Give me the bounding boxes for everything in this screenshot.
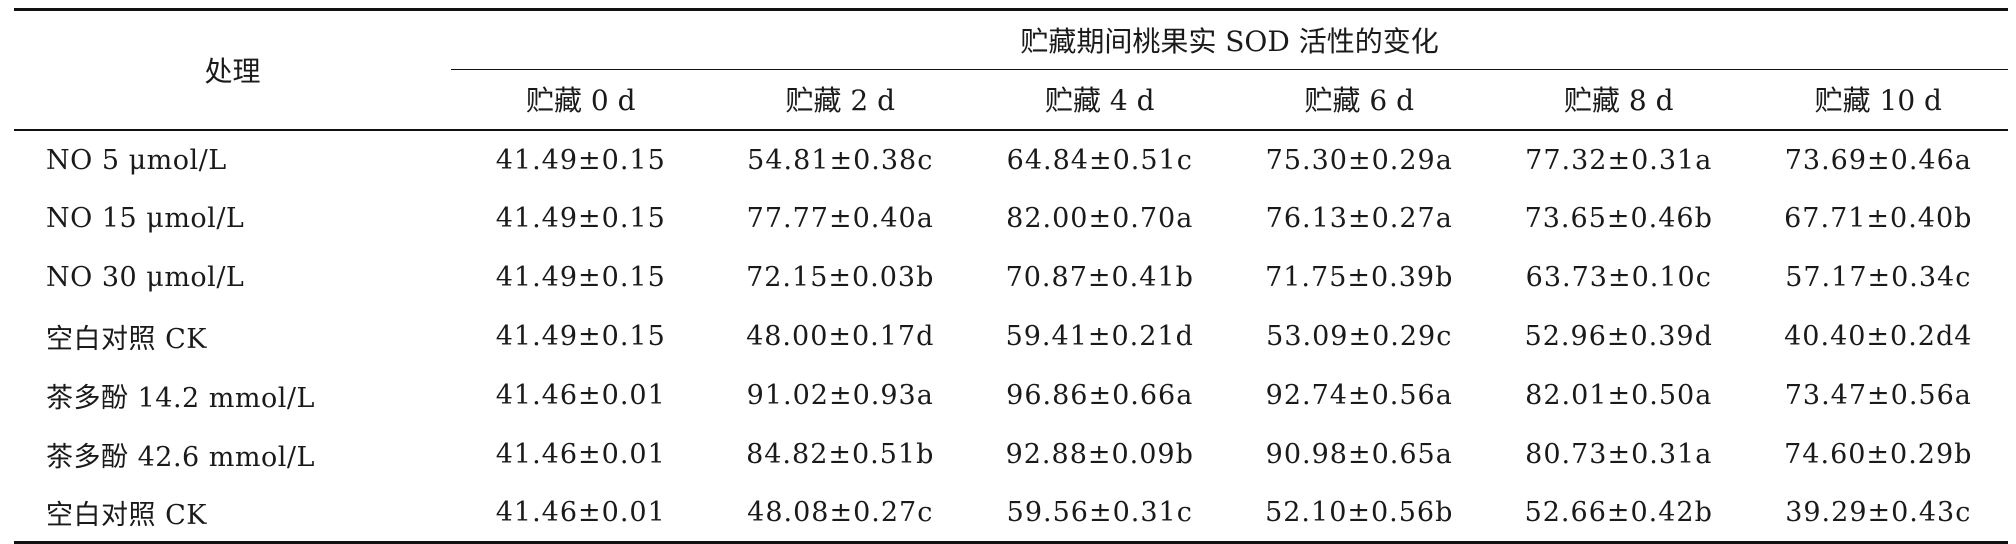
- group-header-sod-change: 贮藏期间桃果实 SOD 活性的变化: [451, 8, 2009, 70]
- sod-activity-table-container: 处理 贮藏期间桃果实 SOD 活性的变化 贮藏 0 d 贮藏 2 d 贮藏 4 …: [14, 8, 2009, 544]
- table-cell: 70.87±0.41b: [1005, 261, 1194, 293]
- table-cell: 63.73±0.10c: [1525, 261, 1712, 293]
- row-label: 茶多酚 14.2 mmol/L: [46, 382, 315, 414]
- table-cell: 41.49±0.15: [495, 261, 666, 293]
- row-label: 茶多酚 42.6 mmol/L: [46, 441, 315, 473]
- column-header-day-8: 贮藏 8 d: [1489, 69, 1749, 131]
- table-cell: 53.09±0.29c: [1266, 320, 1453, 352]
- table-cell: 41.46±0.01: [451, 483, 711, 544]
- table-cell: 92.74±0.56a: [1265, 379, 1453, 411]
- column-header-day-10: 贮藏 10 d: [1748, 69, 2009, 131]
- row-label: NO 15 μmol/L: [46, 202, 245, 234]
- table-cell: 82.00±0.70a: [1006, 202, 1194, 234]
- table-cell: 75.30±0.29a: [1265, 145, 1453, 176]
- column-header-day-6: 贮藏 6 d: [1229, 69, 1489, 131]
- column-header-day-2: 贮藏 2 d: [710, 69, 970, 131]
- table-cell: 64.84±0.51c: [1006, 145, 1193, 176]
- table-row: NO 5 μmol/L 41.49±0.15 54.81±0.38c 64.84…: [14, 130, 2008, 189]
- table-cell: 82.01±0.50a: [1525, 379, 1713, 411]
- table-cell: 52.66±0.42b: [1489, 483, 1749, 544]
- table-cell: 54.81±0.38c: [747, 145, 934, 176]
- row-label: NO 30 μmol/L: [46, 261, 245, 293]
- table-row: NO 30 μmol/L 41.49±0.15 72.15±0.03b 70.8…: [14, 248, 2008, 307]
- table-cell: 72.15±0.03b: [746, 261, 935, 293]
- table-row: 空白对照 CK 41.46±0.01 48.08±0.27c 59.56±0.3…: [14, 483, 2009, 544]
- table-cell: 80.73±0.31a: [1525, 438, 1713, 470]
- table-cell: 73.47±0.56a: [1784, 379, 1972, 411]
- table-cell: 90.98±0.65a: [1265, 438, 1453, 470]
- row-header-treatment: 处理: [14, 8, 451, 131]
- table-cell: 41.49±0.15: [495, 202, 666, 234]
- column-header-day-0: 贮藏 0 d: [451, 69, 711, 131]
- table-cell: 41.49±0.15: [495, 320, 666, 352]
- table-cell: 59.41±0.21d: [1005, 320, 1194, 352]
- table-cell: 67.71±0.40b: [1784, 202, 1973, 234]
- row-label: NO 5 μmol/L: [46, 145, 227, 176]
- table-cell: 48.00±0.17d: [746, 320, 935, 352]
- table-cell: 40.40±0.2d4: [1784, 320, 1973, 352]
- table-cell: 39.29±0.43c: [1748, 483, 2009, 544]
- table-cell: 77.77±0.40a: [746, 202, 934, 234]
- table-cell: 74.60±0.29b: [1784, 438, 1973, 470]
- table-row: 茶多酚 42.6 mmol/L 41.46±0.01 84.82±0.51b 9…: [14, 425, 2008, 484]
- table-cell: 77.32±0.31a: [1525, 145, 1713, 176]
- table-cell: 41.46±0.01: [495, 438, 666, 470]
- table-cell: 91.02±0.93a: [746, 379, 934, 411]
- table-cell: 57.17±0.34c: [1785, 261, 1972, 293]
- table-cell: 96.86±0.66a: [1006, 379, 1194, 411]
- table-cell: 41.49±0.15: [495, 145, 666, 176]
- column-header-day-4: 贮藏 4 d: [970, 69, 1230, 131]
- table-cell: 73.65±0.46b: [1524, 202, 1713, 234]
- table-row: 茶多酚 14.2 mmol/L 41.46±0.01 91.02±0.93a 9…: [14, 366, 2008, 425]
- table-cell: 52.10±0.56b: [1229, 483, 1489, 544]
- table-cell: 59.56±0.31c: [970, 483, 1230, 544]
- row-label: 空白对照 CK: [46, 323, 207, 355]
- table-row: 空白对照 CK 41.49±0.15 48.00±0.17d 59.41±0.2…: [14, 307, 2008, 366]
- table-cell: 76.13±0.27a: [1265, 202, 1453, 234]
- table-row: NO 15 μmol/L 41.49±0.15 77.77±0.40a 82.0…: [14, 189, 2008, 248]
- table-cell: 92.88±0.09b: [1005, 438, 1194, 470]
- table-cell: 41.46±0.01: [495, 379, 666, 411]
- sod-activity-table: 处理 贮藏期间桃果实 SOD 活性的变化 贮藏 0 d 贮藏 2 d 贮藏 4 …: [14, 8, 2009, 544]
- table-cell: 52.96±0.39d: [1524, 320, 1713, 352]
- table-cell: 71.75±0.39b: [1265, 261, 1454, 293]
- table-cell: 73.69±0.46a: [1784, 145, 1972, 176]
- table-cell: 48.08±0.27c: [710, 483, 970, 544]
- table-cell: 84.82±0.51b: [746, 438, 935, 470]
- row-label: 空白对照 CK: [14, 483, 451, 544]
